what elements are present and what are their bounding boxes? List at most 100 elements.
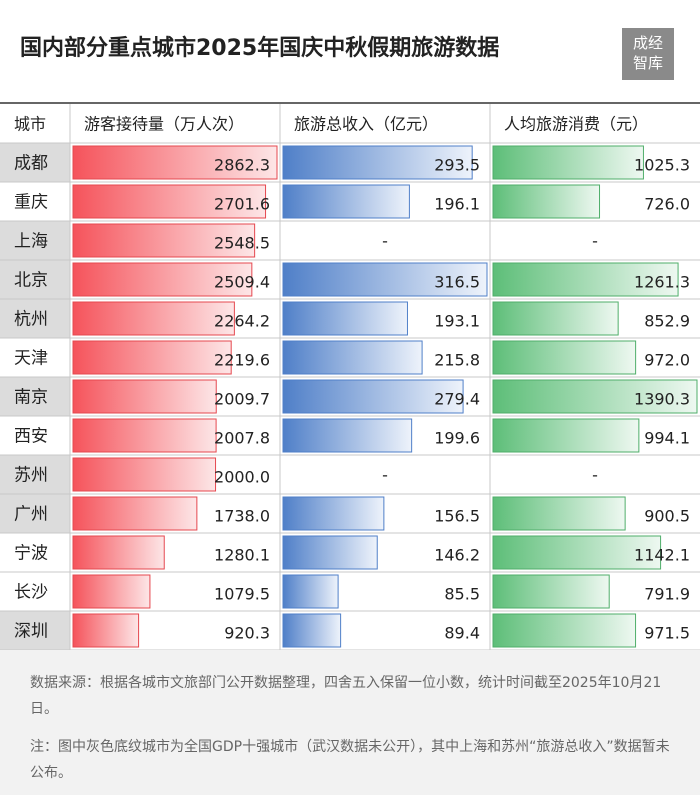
column-header: 人均旅游消费（元） — [504, 115, 648, 134]
value: 85.5 — [444, 585, 480, 604]
data-bar — [492, 535, 662, 570]
city: 苏州 — [14, 466, 48, 486]
data-bar — [72, 262, 253, 297]
value: 89.4 — [444, 624, 480, 643]
value: 316.5 — [434, 273, 480, 292]
data-bar — [72, 574, 151, 609]
footer: 数据来源：根据各城市文旅部门公开数据整理，四舍五入保留一位小数，统计时间截至20… — [0, 650, 700, 795]
value: 920.3 — [224, 624, 270, 643]
value: 2548.5 — [214, 234, 270, 253]
data-bar — [72, 145, 278, 180]
city: 重庆 — [14, 193, 48, 213]
value: 2219.6 — [214, 351, 270, 370]
column-header: 城市 — [14, 115, 46, 134]
data-bar — [492, 262, 679, 297]
data-bar — [72, 184, 267, 219]
city-cell — [0, 416, 70, 455]
data-bar — [282, 613, 342, 648]
data-bar — [282, 496, 385, 531]
data-bar — [492, 340, 637, 375]
logo-box — [622, 28, 674, 80]
value: 900.5 — [644, 507, 690, 526]
value: 1280.1 — [214, 546, 270, 565]
data-bar — [492, 613, 637, 648]
city: 天津 — [14, 349, 48, 369]
city-cell — [0, 377, 70, 416]
data-bar — [72, 301, 235, 336]
source: 数据来源：根据各城市文旅部门公开数据整理，四舍五入保留一位小数，统计时间截至20… — [30, 675, 662, 717]
city: 上海 — [14, 232, 48, 252]
value: 156.5 — [434, 507, 480, 526]
value: 2009.7 — [214, 390, 270, 409]
city: 深圳 — [14, 622, 48, 642]
data-bar — [282, 301, 408, 336]
data-bar — [72, 613, 140, 648]
city: 宁波 — [14, 544, 48, 564]
city: 南京 — [14, 388, 48, 408]
city: 北京 — [14, 271, 48, 291]
city-cell — [0, 533, 70, 572]
city: 广州 — [14, 505, 48, 525]
value: 2862.3 — [214, 156, 270, 175]
value: - — [592, 466, 598, 485]
data-bar — [282, 145, 473, 180]
data-bar — [492, 496, 626, 531]
value: 2701.6 — [214, 195, 270, 214]
data-bar — [282, 379, 464, 414]
city-cell — [0, 260, 70, 299]
city-cell — [0, 299, 70, 338]
value: 279.4 — [434, 390, 480, 409]
value: 1390.3 — [634, 390, 690, 409]
data-bar — [492, 145, 644, 180]
city-cell — [0, 455, 70, 494]
data-bar — [282, 184, 410, 219]
value: 293.5 — [434, 156, 480, 175]
data-bar — [72, 418, 217, 453]
data-bar — [72, 457, 217, 492]
data-bar — [282, 262, 488, 297]
city-cell — [0, 338, 70, 377]
data-bar — [492, 184, 601, 219]
title: 国内部分重点城市2025年国庆中秋假期旅游数据 — [20, 35, 499, 61]
value: - — [382, 466, 388, 485]
column-header: 旅游总收入（亿元） — [294, 115, 438, 134]
city-cell — [0, 572, 70, 611]
city: 西安 — [14, 427, 48, 447]
data-bar — [282, 340, 423, 375]
value: 2264.2 — [214, 312, 270, 331]
value: 2000.0 — [214, 468, 270, 487]
data-bar — [72, 340, 232, 375]
value: 215.8 — [434, 351, 480, 370]
data-bar — [492, 418, 640, 453]
data-bar — [72, 535, 165, 570]
table-graphic: 国内部分重点城市2025年国庆中秋假期旅游数据 成经 智库 城市 游客接待量（万人… — [0, 28, 700, 651]
value: 852.9 — [644, 312, 690, 331]
value: 1142.1 — [634, 546, 690, 565]
value: - — [382, 232, 388, 251]
city-cell — [0, 611, 70, 650]
data-bar — [492, 301, 619, 336]
city: 杭州 — [14, 310, 48, 330]
city-cell — [0, 221, 70, 260]
column-header: 游客接待量（万人次） — [84, 115, 244, 134]
data-bar — [282, 418, 413, 453]
data-bar — [72, 223, 256, 258]
value: 1261.3 — [634, 273, 690, 292]
value: 1079.5 — [214, 585, 270, 604]
value: 726.0 — [644, 195, 690, 214]
city-cell — [0, 182, 70, 221]
value: 791.9 — [644, 585, 690, 604]
value: 972.0 — [644, 351, 690, 370]
value: 2007.8 — [214, 429, 270, 448]
value: - — [592, 232, 598, 251]
value: 1025.3 — [634, 156, 690, 175]
data-bar — [282, 574, 339, 609]
city: 长沙 — [14, 583, 48, 603]
data-bar — [492, 574, 610, 609]
city-cell — [0, 143, 70, 182]
logo-text: 成经 — [633, 34, 663, 52]
data-bar — [492, 379, 698, 414]
note: 注：图中灰色底纹城市为全国GDP十强城市（武汉数据未公开），其中上海和苏州“旅游… — [30, 739, 670, 781]
value: 193.1 — [434, 312, 480, 331]
